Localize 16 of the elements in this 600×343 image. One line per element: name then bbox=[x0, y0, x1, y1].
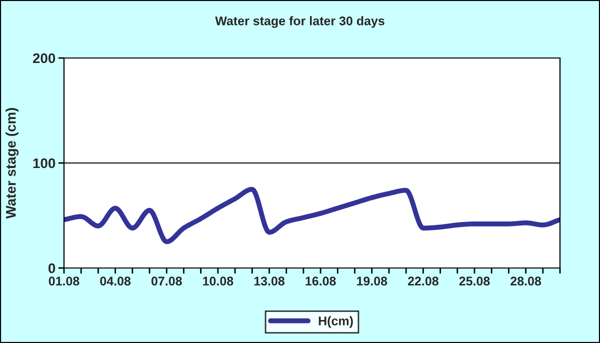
x-tick-label: 28.08 bbox=[510, 276, 542, 286]
y-tick-label: 100 bbox=[33, 158, 56, 168]
x-tick-label: 10.08 bbox=[203, 276, 234, 286]
x-tick-label: 25.08 bbox=[459, 276, 490, 286]
x-tick-label: 01.08 bbox=[48, 276, 80, 286]
x-tick-label: 16.08 bbox=[306, 276, 336, 286]
chart-title: Water stage for later 30 days bbox=[215, 16, 384, 28]
y-tick-label: 200 bbox=[32, 53, 56, 64]
legend-label: H(cm) bbox=[318, 316, 353, 328]
x-tick-label: 04.08 bbox=[100, 276, 131, 286]
y-axis-title: Water stage (cm) bbox=[6, 108, 19, 219]
x-tick-label: 19.08 bbox=[357, 276, 388, 286]
y-tick-label: 0 bbox=[48, 263, 56, 274]
x-tick-label: 22.08 bbox=[408, 276, 438, 286]
x-tick-label: 07.08 bbox=[151, 276, 182, 286]
x-tick-label: 13.08 bbox=[254, 276, 284, 286]
